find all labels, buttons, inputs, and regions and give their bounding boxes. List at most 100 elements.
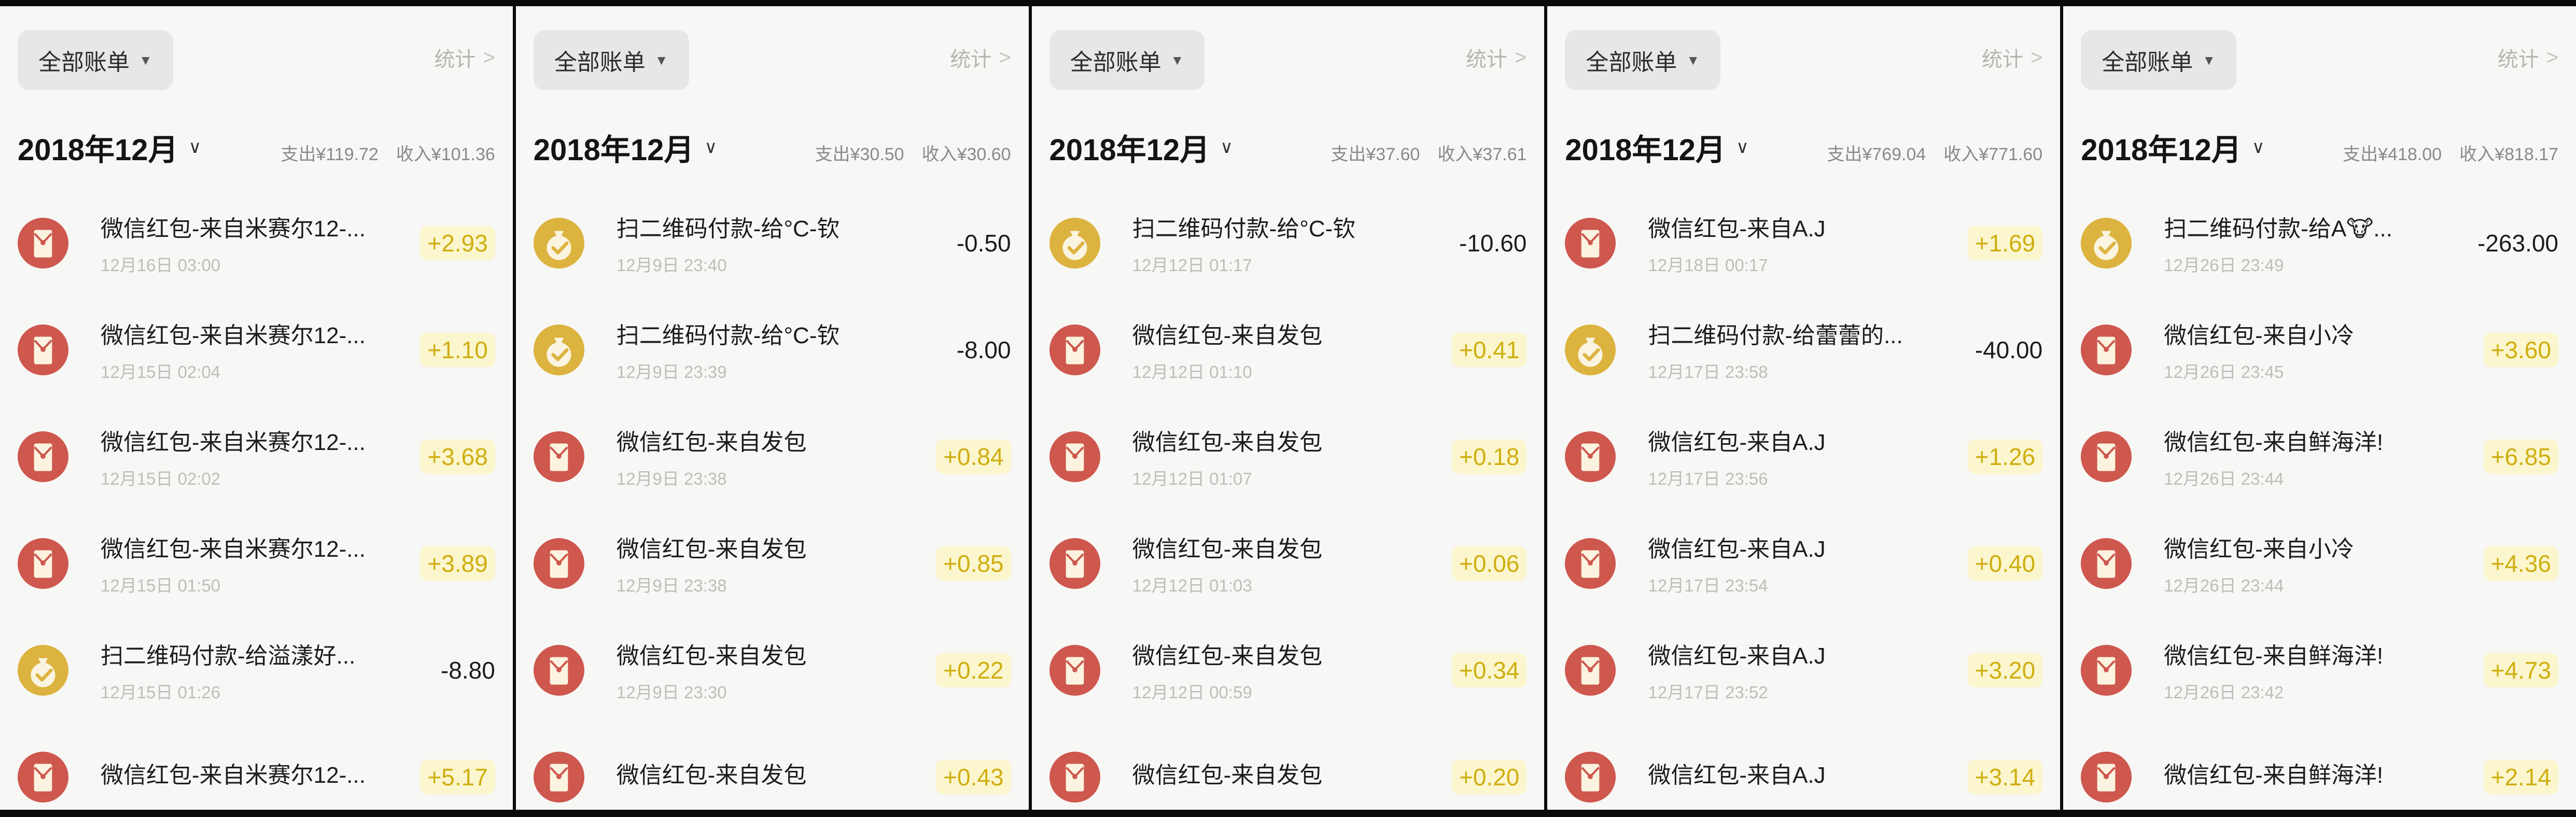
- transaction-row[interactable]: 微信红包-来自鲜海洋! 12月26日 23:44 +6.85: [2081, 403, 2558, 510]
- month-selector[interactable]: 2018年12月 ∨: [534, 125, 717, 169]
- caret-down-icon: ▼: [654, 52, 668, 68]
- stats-link[interactable]: 统计 >: [1982, 43, 2042, 73]
- row-icon: [533, 645, 584, 696]
- row-icon: [2081, 325, 2132, 375]
- transaction-row[interactable]: 微信红包-来自米赛尔12-... 12月15日 02:04 +1.10: [18, 297, 495, 403]
- transaction-title: 微信红包-来自发包: [616, 537, 807, 562]
- transaction-amount: +2.14: [2483, 760, 2558, 794]
- row-icon: [2081, 431, 2132, 482]
- month-row: 2018年12月 ∨ 支出¥30.50 收入¥30.60: [534, 125, 1011, 169]
- transaction-row[interactable]: 微信红包-来自米赛尔12-... 12月15日 01:50 +3.89: [18, 510, 495, 617]
- transaction-date: 12月17日 23:56: [1648, 469, 1768, 488]
- stats-label: 统计: [2497, 48, 2539, 71]
- transaction-row[interactable]: 微信红包-来自小冷 12月26日 23:45 +3.60: [2081, 297, 2558, 403]
- transaction-row[interactable]: 扫二维码付款-给°C-钦 12月12日 01:17 -10.60: [1049, 190, 1527, 297]
- transaction-amount: -263.00: [2477, 230, 2558, 257]
- transaction-row[interactable]: 微信红包-来自发包 12月9日 23:38 +0.85: [533, 510, 1011, 617]
- stats-label: 统计: [950, 48, 992, 71]
- transaction-title: 微信红包-来自发包: [1132, 643, 1323, 669]
- transaction-row[interactable]: 微信红包-来自A.J 12月18日 00:17 +1.69: [1565, 190, 2043, 297]
- transaction-row[interactable]: 微信红包-来自小冷 12月26日 23:44 +4.36: [2081, 510, 2558, 617]
- stats-link[interactable]: 统计 >: [950, 43, 1011, 73]
- transaction-row[interactable]: 微信红包-来自发包 12月12日 01:10 +0.41: [1049, 297, 1527, 403]
- transaction-row[interactable]: 微信红包-来自米赛尔12-... 12月15日 02:02 +3.68: [18, 403, 495, 510]
- bill-panel: 全部账单 ▼ 统计 > 2018年12月 ∨ 支出¥119.72 收入¥101.3…: [0, 6, 513, 810]
- transaction-row[interactable]: 微信红包-来自鲜海洋! +2.14: [2081, 724, 2558, 810]
- transaction-amount: +6.85: [2483, 440, 2558, 474]
- transaction-row[interactable]: 微信红包-来自发包 12月9日 23:38 +0.84: [533, 403, 1011, 510]
- transaction-list: 微信红包-来自米赛尔12-... 12月16日 03:00 +2.93 微信红包…: [18, 190, 495, 810]
- transaction-date: 12月26日 23:42: [2164, 683, 2284, 702]
- transaction-row[interactable]: 微信红包-来自发包 +0.20: [1049, 724, 1527, 810]
- transaction-row[interactable]: 微信红包-来自发包 12月12日 01:03 +0.06: [1049, 510, 1527, 617]
- stats-link[interactable]: 统计 >: [434, 43, 495, 73]
- transaction-row[interactable]: 微信红包-来自A.J +3.14: [1565, 724, 2043, 810]
- month-selector[interactable]: 2018年12月 ∨: [2081, 125, 2264, 169]
- transaction-row[interactable]: 微信红包-来自发包 +0.43: [533, 724, 1011, 810]
- monthly-income: ¥771.60: [1979, 145, 2043, 164]
- month-selector[interactable]: 2018年12月 ∨: [1049, 125, 1233, 169]
- row-icon: [18, 431, 68, 482]
- red-envelope-icon: [1049, 538, 1100, 589]
- stats-link[interactable]: 统计 >: [2498, 43, 2558, 73]
- money-bag-icon: [533, 218, 584, 269]
- transaction-row[interactable]: 微信红包-来自A.J 12月17日 23:52 +3.20: [1565, 617, 2043, 724]
- transaction-main: 扫二维码付款-给溢漾好... 12月15日 01:26: [101, 637, 428, 703]
- transaction-title: 微信红包-来自小冷: [2164, 537, 2354, 562]
- transaction-title: 微信红包-来自A.J: [1648, 430, 1826, 455]
- transaction-row[interactable]: 扫二维码付款-给A🐮... 12月26日 23:49 -263.00: [2081, 190, 2558, 297]
- transaction-row[interactable]: 微信红包-来自发包 12月12日 00:59 +0.34: [1049, 617, 1527, 724]
- transaction-row[interactable]: 微信红包-来自发包 12月9日 23:30 +0.22: [533, 617, 1011, 724]
- account-filter-button[interactable]: 全部账单 ▼: [18, 30, 173, 90]
- transaction-amount: +1.26: [1967, 440, 2043, 474]
- transaction-row[interactable]: 扫二维码付款-给蕾蕾的... 12月17日 23:58 -40.00: [1565, 297, 2042, 403]
- transaction-row[interactable]: 微信红包-来自发包 12月12日 01:07 +0.18: [1049, 403, 1527, 510]
- stats-link[interactable]: 统计 >: [1466, 43, 1527, 73]
- month-row: 2018年12月 ∨ 支出¥119.72 收入¥101.36: [18, 125, 495, 169]
- transaction-row[interactable]: 微信红包-来自A.J 12月17日 23:56 +1.26: [1565, 403, 2043, 510]
- monthly-summary: 支出¥37.60 收入¥37.61: [1331, 140, 1527, 165]
- month-selector[interactable]: 2018年12月 ∨: [1565, 125, 1748, 169]
- chevron-down-icon: ∨: [1735, 137, 1749, 157]
- chevron-down-icon: ∨: [704, 137, 718, 157]
- chevron-right-icon: >: [1515, 46, 1527, 69]
- monthly-summary: 支出¥418.00 收入¥818.17: [2343, 140, 2558, 165]
- transaction-row[interactable]: 扫二维码付款-给°C-钦 12月9日 23:39 -8.00: [533, 297, 1011, 403]
- panel-header: 全部账单 ▼ 统计 >: [2081, 30, 2558, 90]
- account-filter-button[interactable]: 全部账单 ▼: [1565, 30, 1721, 90]
- transaction-title: 微信红包-来自A.J: [1648, 216, 1826, 242]
- transaction-main: 扫二维码付款-给°C-钦 12月12日 01:17: [1132, 210, 1447, 276]
- transaction-amount: -40.00: [1975, 336, 2043, 363]
- month-selector[interactable]: 2018年12月 ∨: [18, 125, 201, 169]
- transaction-amount: -10.60: [1459, 230, 1527, 257]
- month-label: 2018年12月: [2081, 133, 2242, 167]
- transaction-main: 微信红包-来自发包 12月12日 01:10: [1132, 317, 1439, 383]
- transaction-row[interactable]: 微信红包-来自A.J 12月17日 23:54 +0.40: [1565, 510, 2043, 617]
- transaction-row[interactable]: 微信红包-来自鲜海洋! 12月26日 23:42 +4.73: [2081, 617, 2558, 724]
- transaction-date: 12月12日 01:17: [1132, 256, 1252, 275]
- account-filter-button[interactable]: 全部账单 ▼: [1049, 30, 1205, 90]
- transaction-amount: +0.85: [936, 546, 1011, 581]
- transaction-amount: +2.93: [420, 226, 495, 260]
- row-icon: [533, 538, 584, 589]
- transaction-row[interactable]: 微信红包-来自米赛尔12-... 12月16日 03:00 +2.93: [18, 190, 495, 297]
- red-envelope-icon: [1049, 325, 1100, 375]
- transaction-row[interactable]: 微信红包-来自米赛尔12-... +5.17: [18, 724, 495, 810]
- chevron-down-icon: ∨: [1220, 137, 1234, 157]
- transaction-amount: +4.73: [2483, 653, 2558, 687]
- account-filter-button[interactable]: 全部账单 ▼: [2081, 30, 2236, 90]
- account-filter-button[interactable]: 全部账单 ▼: [533, 30, 689, 90]
- row-icon: [1565, 752, 1616, 802]
- transaction-amount: +0.18: [1451, 440, 1527, 474]
- transaction-main: 微信红包-来自发包 12月9日 23:30: [617, 637, 923, 703]
- transaction-date: 12月16日 03:00: [101, 256, 221, 275]
- transaction-row[interactable]: 扫二维码付款-给溢漾好... 12月15日 01:26 -8.80: [18, 617, 495, 724]
- row-icon: [1049, 645, 1100, 696]
- transaction-row[interactable]: 扫二维码付款-给°C-钦 12月9日 23:40 -0.50: [533, 190, 1011, 297]
- transaction-amount: +4.36: [2483, 546, 2558, 581]
- expense-prefix: 支出: [1331, 145, 1366, 164]
- transaction-date: 12月17日 23:58: [1648, 362, 1768, 382]
- caret-down-icon: ▼: [2202, 52, 2216, 68]
- transaction-title: 微信红包-来自发包: [1132, 430, 1323, 455]
- row-icon: [533, 325, 584, 375]
